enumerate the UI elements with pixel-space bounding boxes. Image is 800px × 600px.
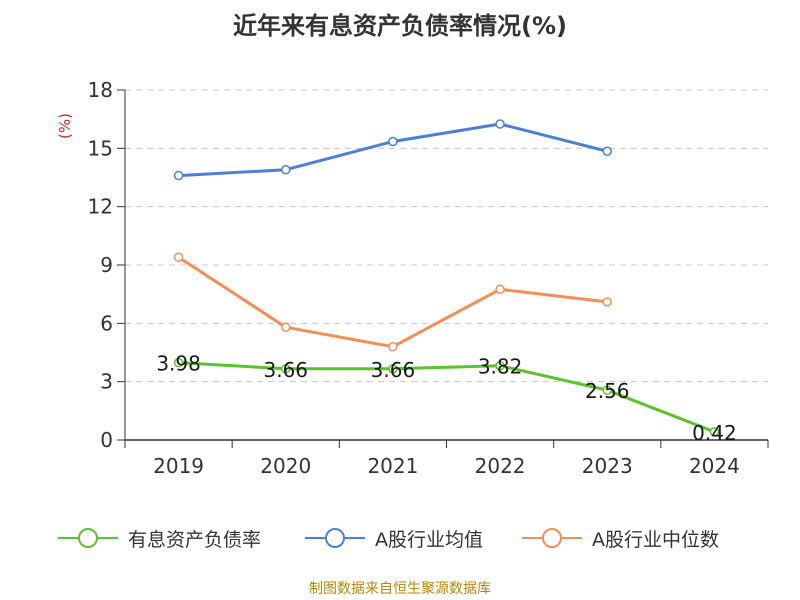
series-1-point-2019 [173, 357, 184, 368]
y-tick-label-12: 12 [88, 195, 113, 219]
data-label-2022: 3.82 [478, 355, 523, 379]
x-tick-label-2024: 2024 [689, 454, 740, 478]
legend-item-1[interactable]: 有息资产负债率 [56, 520, 261, 556]
legend: 有息资产负债率 A股行业均值 A股行业中位数 [0, 520, 800, 556]
axes: 0 3 6 9 12 15 18 2019 2020 2021 2022 2023 2024 (%) [56, 78, 769, 478]
x-tick-label-2022: 2022 [475, 454, 526, 478]
legend-item-3[interactable]: A股行业中位数 [520, 520, 719, 556]
y-tick-label-15: 15 [88, 136, 113, 160]
x-tick-label-2021: 2021 [367, 454, 418, 478]
data-label-2019: 3.98 [156, 352, 201, 376]
series-2-point-2020 [281, 164, 291, 175]
data-label-2020: 3.66 [263, 358, 308, 382]
x-tick-label-2020: 2020 [260, 454, 311, 478]
series-3-point-2020 [281, 322, 291, 332]
chart-title: 近年来有息资产负债率情况(%) [233, 12, 567, 40]
y-tick-label-9: 9 [100, 253, 113, 277]
series-line-2 [178, 122, 608, 178]
series-1-point-2023 [602, 385, 612, 395]
grid-lines [125, 89, 768, 383]
legend-label-3: A股行业中位数 [592, 528, 719, 551]
data-label-2023: 2.56 [585, 379, 630, 403]
legend-marker-2 [305, 528, 365, 548]
series-line-3 [177, 255, 608, 349]
x-tick-label-2023: 2023 [582, 454, 633, 478]
y-tick-label-6: 6 [100, 311, 113, 335]
data-source-note: 制图数据来自恒生聚源数据库 [309, 581, 491, 597]
y-axis-label: (%) [56, 113, 74, 139]
y-tick-label-3: 3 [100, 370, 113, 394]
series-1-point-2024 [709, 427, 720, 437]
data-label-2024: 0.42 [692, 421, 737, 445]
series-2-point-2022 [495, 119, 505, 129]
legend-marker-3 [522, 528, 582, 548]
series-line-1 [178, 361, 715, 434]
series-1-point-2022 [495, 360, 505, 371]
y-tick-label-0: 0 [100, 428, 113, 452]
series-2-point-2021 [388, 136, 398, 147]
x-tick-label-2019: 2019 [153, 454, 204, 478]
series-3-point-2022 [495, 284, 505, 295]
legend-label-1: 有息资产负债率 [128, 528, 262, 551]
series-lines [173, 119, 720, 437]
series-1-point-2021 [388, 364, 398, 374]
data-labels: 3.98 3.66 3.66 3.82 2.56 0.42 [156, 352, 736, 445]
legend-item-2[interactable]: A股行业均值 [303, 520, 483, 556]
series-2-point-2019 [173, 170, 184, 181]
series-3-point-2023 [602, 297, 612, 307]
data-label-2021: 3.66 [371, 358, 416, 382]
series-3-point-2021 [388, 341, 398, 352]
series-3-point-2019 [173, 252, 184, 262]
legend-label-2: A股行业均值 [375, 528, 483, 551]
series-1-point-2020 [281, 364, 291, 374]
series-2-point-2023 [602, 146, 612, 156]
legend-marker-1 [58, 528, 118, 548]
y-tick-label-18: 18 [88, 78, 113, 102]
